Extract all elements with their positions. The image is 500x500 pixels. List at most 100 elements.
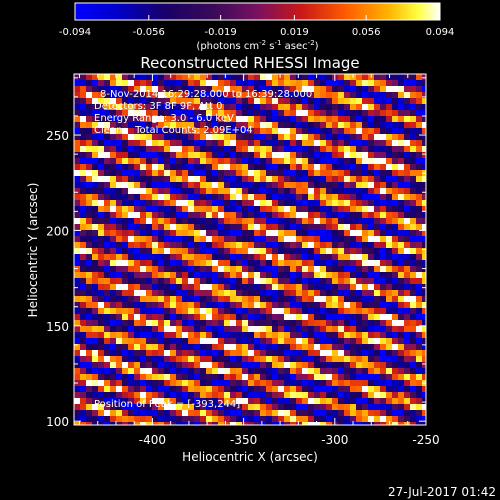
heatmap-cell (392, 314, 398, 320)
heatmap-cell (410, 314, 416, 320)
heatmap-cell (200, 320, 206, 326)
heatmap-cell (188, 368, 194, 374)
heatmap-cell (116, 170, 122, 176)
heatmap-cell (92, 134, 98, 140)
heatmap-cell (74, 314, 80, 320)
heatmap-cell (146, 98, 152, 104)
heatmap-cell (332, 242, 338, 248)
heatmap-cell (134, 326, 140, 332)
heatmap-cell (116, 260, 122, 266)
heatmap-cell (212, 230, 218, 236)
heatmap-cell (398, 194, 404, 200)
heatmap-cell (212, 134, 218, 140)
heatmap-cell (116, 308, 122, 314)
heatmap-cell (230, 218, 236, 224)
heatmap-cell (368, 290, 374, 296)
heatmap-cell (374, 386, 380, 392)
heatmap-cell (200, 356, 206, 362)
heatmap-cell (146, 230, 152, 236)
heatmap-cell (80, 284, 86, 290)
heatmap-cell (242, 332, 248, 338)
heatmap-cell (326, 368, 332, 374)
heatmap-cell (248, 266, 254, 272)
heatmap-cell (242, 194, 248, 200)
heatmap-cell (122, 140, 128, 146)
heatmap-cell (278, 410, 284, 416)
heatmap-cell (74, 416, 80, 422)
heatmap-cell (260, 146, 266, 152)
heatmap-cell (200, 302, 206, 308)
heatmap-cell (308, 92, 314, 98)
heatmap-cell (386, 188, 392, 194)
heatmap-cell (230, 368, 236, 374)
heatmap-cell (230, 194, 236, 200)
heatmap-cell (422, 218, 426, 224)
heatmap-cell (230, 374, 236, 380)
heatmap-cell (302, 116, 308, 122)
heatmap-cell (344, 200, 350, 206)
heatmap-cell (206, 218, 212, 224)
heatmap-cell (242, 338, 248, 344)
heatmap-cell (194, 350, 200, 356)
heatmap-cell (170, 224, 176, 230)
heatmap-cell (242, 308, 248, 314)
heatmap-cell (302, 290, 308, 296)
heatmap-cell (224, 368, 230, 374)
heatmap-cell (98, 92, 104, 98)
heatmap-cell (116, 410, 122, 416)
heatmap-cell (266, 344, 272, 350)
heatmap-cell (182, 332, 188, 338)
heatmap-cell (386, 242, 392, 248)
heatmap-cell (182, 200, 188, 206)
heatmap-cell (164, 278, 170, 284)
heatmap-cell (260, 272, 266, 278)
heatmap-cell (266, 356, 272, 362)
heatmap-cell (248, 158, 254, 164)
heatmap-cell (134, 164, 140, 170)
heatmap-cell (158, 80, 164, 86)
heatmap-cell (350, 374, 356, 380)
heatmap-cell (278, 320, 284, 326)
heatmap-cell (410, 104, 416, 110)
heatmap-cell (146, 422, 152, 425)
heatmap-cell (254, 254, 260, 260)
heatmap-cell (374, 410, 380, 416)
heatmap-cell (380, 410, 386, 416)
heatmap-cell (86, 380, 92, 386)
heatmap-cell (356, 110, 362, 116)
heatmap-cell (308, 368, 314, 374)
heatmap-cell (422, 116, 426, 122)
heatmap-cell (338, 320, 344, 326)
heatmap-cell (140, 404, 146, 410)
heatmap-cell (380, 404, 386, 410)
heatmap-cell (314, 344, 320, 350)
heatmap-cell (200, 272, 206, 278)
heatmap-cell (380, 332, 386, 338)
heatmap-cell (158, 230, 164, 236)
heatmap-cell (92, 92, 98, 98)
heatmap-cell (350, 368, 356, 374)
heatmap-cell (194, 146, 200, 152)
heatmap-cell (146, 188, 152, 194)
heatmap-cell (248, 98, 254, 104)
heatmap-cell (338, 218, 344, 224)
heatmap-cell (122, 368, 128, 374)
heatmap-cell (416, 200, 422, 206)
heatmap-cell (368, 140, 374, 146)
heatmap-cell (194, 308, 200, 314)
heatmap-cell (278, 110, 284, 116)
heatmap-cell (284, 362, 290, 368)
heatmap-cell (104, 416, 110, 422)
heatmap-cell (128, 404, 134, 410)
heatmap-cell (152, 104, 158, 110)
heatmap-cell (242, 248, 248, 254)
heatmap-cell (110, 314, 116, 320)
heatmap-cell (146, 332, 152, 338)
heatmap-cell (386, 350, 392, 356)
heatmap-cell (206, 404, 212, 410)
heatmap-cell (128, 146, 134, 152)
heatmap-cell (374, 308, 380, 314)
heatmap-cell (80, 320, 86, 326)
heatmap-cell (176, 320, 182, 326)
heatmap-cell (158, 422, 164, 425)
